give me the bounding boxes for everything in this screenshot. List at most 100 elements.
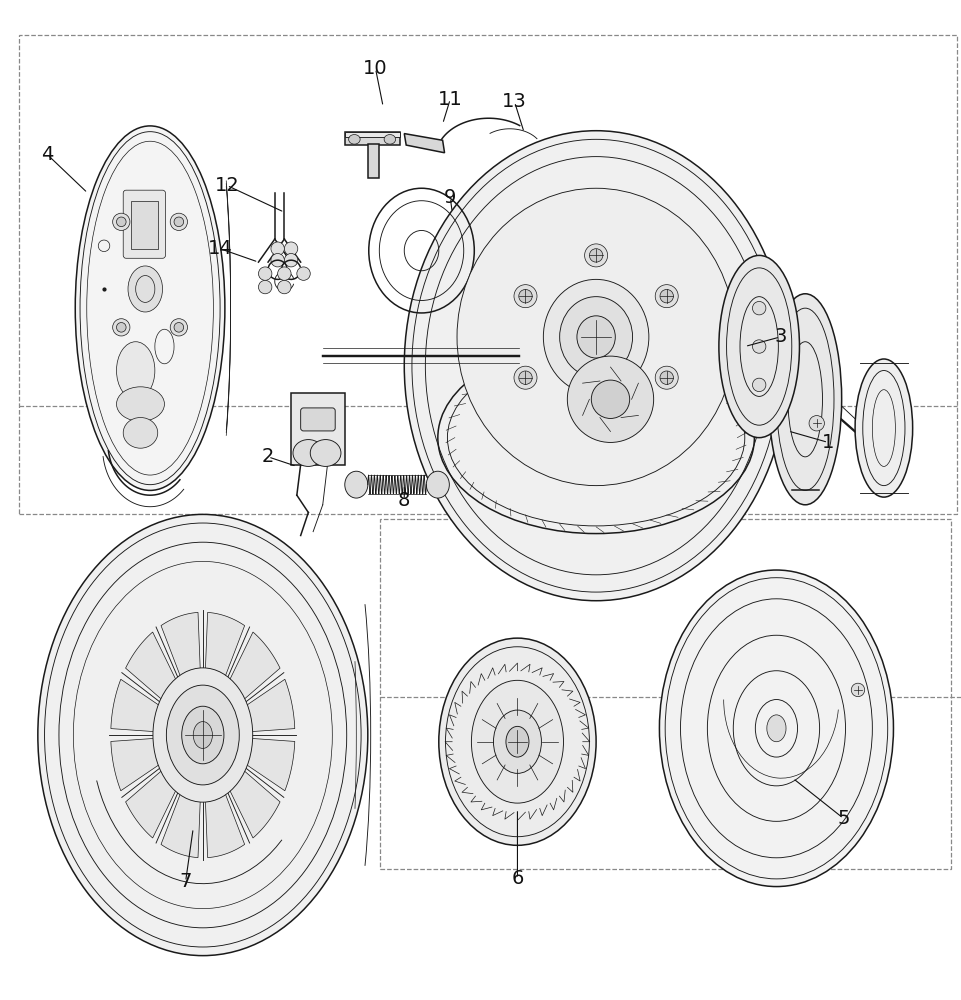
Ellipse shape <box>293 440 323 466</box>
Ellipse shape <box>278 280 291 294</box>
Ellipse shape <box>567 356 653 442</box>
Ellipse shape <box>259 280 272 294</box>
Ellipse shape <box>166 685 239 785</box>
Polygon shape <box>160 785 201 858</box>
Ellipse shape <box>404 131 787 601</box>
Bar <box>380 519 950 869</box>
Ellipse shape <box>112 213 130 230</box>
Ellipse shape <box>170 213 187 230</box>
Bar <box>344 132 400 137</box>
Ellipse shape <box>278 267 291 280</box>
Ellipse shape <box>505 726 529 757</box>
Ellipse shape <box>284 242 298 255</box>
Ellipse shape <box>854 359 912 497</box>
Ellipse shape <box>493 710 541 773</box>
Text: 12: 12 <box>214 176 239 195</box>
Ellipse shape <box>752 340 765 353</box>
FancyBboxPatch shape <box>123 190 165 258</box>
Polygon shape <box>205 785 244 858</box>
Ellipse shape <box>659 371 673 384</box>
Ellipse shape <box>518 371 531 384</box>
Bar <box>344 132 400 145</box>
Ellipse shape <box>850 683 864 697</box>
Text: 10: 10 <box>363 59 387 78</box>
Ellipse shape <box>577 316 615 358</box>
Ellipse shape <box>182 706 224 764</box>
Ellipse shape <box>116 342 155 399</box>
Ellipse shape <box>348 135 359 144</box>
Ellipse shape <box>718 255 799 438</box>
Bar <box>367 144 379 178</box>
Ellipse shape <box>153 668 253 802</box>
Ellipse shape <box>123 418 158 448</box>
Bar <box>18 35 956 514</box>
Ellipse shape <box>591 380 629 418</box>
Polygon shape <box>111 679 165 732</box>
Ellipse shape <box>768 294 841 505</box>
Bar <box>131 201 158 249</box>
Ellipse shape <box>170 319 187 336</box>
Polygon shape <box>239 738 294 791</box>
Ellipse shape <box>297 267 310 280</box>
Ellipse shape <box>426 471 449 498</box>
Polygon shape <box>205 612 244 685</box>
Text: 7: 7 <box>179 872 191 891</box>
Text: 4: 4 <box>41 145 54 164</box>
Ellipse shape <box>344 471 367 498</box>
Ellipse shape <box>438 638 596 845</box>
Ellipse shape <box>654 285 678 308</box>
Text: 3: 3 <box>774 327 786 346</box>
Polygon shape <box>239 679 294 732</box>
Text: 9: 9 <box>444 188 456 207</box>
Ellipse shape <box>513 285 536 308</box>
Text: 8: 8 <box>398 490 410 510</box>
Ellipse shape <box>456 188 734 486</box>
Polygon shape <box>225 632 280 705</box>
Ellipse shape <box>37 514 367 956</box>
Ellipse shape <box>284 253 298 267</box>
Ellipse shape <box>658 570 893 887</box>
Ellipse shape <box>584 407 607 430</box>
Text: 11: 11 <box>437 90 462 109</box>
Text: 2: 2 <box>261 447 274 466</box>
Ellipse shape <box>174 217 184 227</box>
Ellipse shape <box>559 297 632 377</box>
Ellipse shape <box>808 416 824 431</box>
Ellipse shape <box>193 722 212 748</box>
Ellipse shape <box>383 135 395 144</box>
Ellipse shape <box>310 440 340 466</box>
Ellipse shape <box>471 680 563 803</box>
Polygon shape <box>126 632 180 705</box>
Polygon shape <box>126 765 180 838</box>
Text: 6: 6 <box>510 869 523 888</box>
Text: 5: 5 <box>836 809 849 828</box>
Ellipse shape <box>654 366 678 389</box>
Ellipse shape <box>116 323 126 332</box>
Polygon shape <box>111 738 165 791</box>
Ellipse shape <box>589 412 603 425</box>
Ellipse shape <box>271 242 284 255</box>
Ellipse shape <box>727 313 761 399</box>
Text: 1: 1 <box>822 433 833 452</box>
Text: 14: 14 <box>208 239 233 258</box>
Ellipse shape <box>543 279 648 394</box>
FancyBboxPatch shape <box>301 408 334 431</box>
Ellipse shape <box>259 267 272 280</box>
Ellipse shape <box>116 387 164 421</box>
Ellipse shape <box>271 253 284 267</box>
Ellipse shape <box>116 217 126 227</box>
Polygon shape <box>225 765 280 838</box>
Ellipse shape <box>112 319 130 336</box>
Ellipse shape <box>589 249 603 262</box>
Ellipse shape <box>513 366 536 389</box>
Ellipse shape <box>752 301 765 315</box>
Ellipse shape <box>584 244 607 267</box>
Ellipse shape <box>766 715 785 742</box>
Ellipse shape <box>174 323 184 332</box>
Ellipse shape <box>732 323 755 390</box>
Ellipse shape <box>518 289 531 303</box>
Text: 13: 13 <box>502 92 527 111</box>
Ellipse shape <box>752 378 765 392</box>
Ellipse shape <box>75 126 225 490</box>
Bar <box>291 393 344 465</box>
